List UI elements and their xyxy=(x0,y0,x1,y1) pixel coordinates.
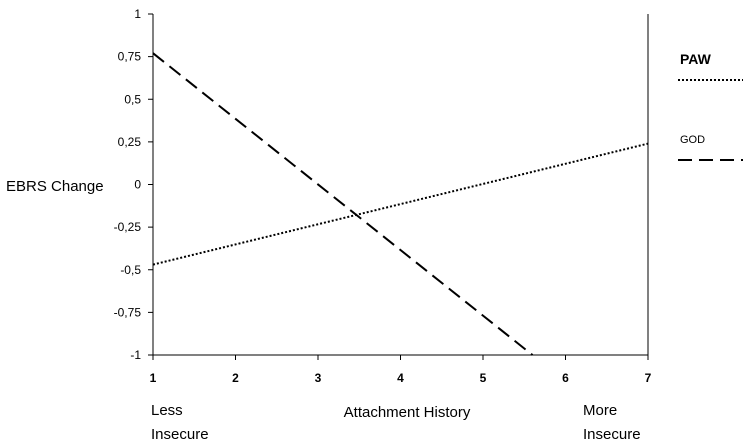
y-tick-label: 0,25 xyxy=(118,135,142,149)
legend-label-god: GOD xyxy=(680,134,705,146)
legend-label-paw: PAW xyxy=(680,51,712,67)
y-axis-label: EBRS Change xyxy=(6,178,104,195)
x-tick-label: 1 xyxy=(150,371,157,385)
x-tick-label: 6 xyxy=(562,371,569,385)
x-ticks: 1 2 3 4 5 6 7 xyxy=(150,355,652,385)
y-tick-label: 1 xyxy=(134,7,141,21)
y-tick-label: 0,75 xyxy=(118,50,142,64)
x-end-label-left-line2: Insecure xyxy=(151,426,209,443)
x-tick-label: 3 xyxy=(315,371,322,385)
y-tick-label: -1 xyxy=(130,348,141,362)
y-tick-label: 0 xyxy=(134,178,141,192)
x-end-label-right-line1: More xyxy=(583,402,617,419)
y-tick-label: -0,75 xyxy=(114,305,142,319)
x-end-label-right-line2: Insecure xyxy=(583,426,641,443)
x-end-label-left-line1: Less xyxy=(151,402,183,419)
x-axis-label: Attachment History xyxy=(344,404,471,421)
y-tick-label: 0,5 xyxy=(124,92,141,106)
axes xyxy=(152,14,649,356)
x-tick-label: 7 xyxy=(645,371,652,385)
x-tick-label: 5 xyxy=(480,371,487,385)
y-ticks: 1 0,75 0,5 0,25 0 -0,25 -0,5 -0,75 -1 xyxy=(114,7,153,362)
legend: PAW GOD xyxy=(678,51,743,161)
x-tick-label: 2 xyxy=(232,371,239,385)
y-tick-label: -0,25 xyxy=(114,220,142,234)
y-tick-label: -0,5 xyxy=(120,263,141,277)
series-lines xyxy=(152,52,649,356)
series-line-paw xyxy=(152,142,649,266)
series-line-god xyxy=(152,52,534,356)
x-tick-label: 4 xyxy=(397,371,404,385)
